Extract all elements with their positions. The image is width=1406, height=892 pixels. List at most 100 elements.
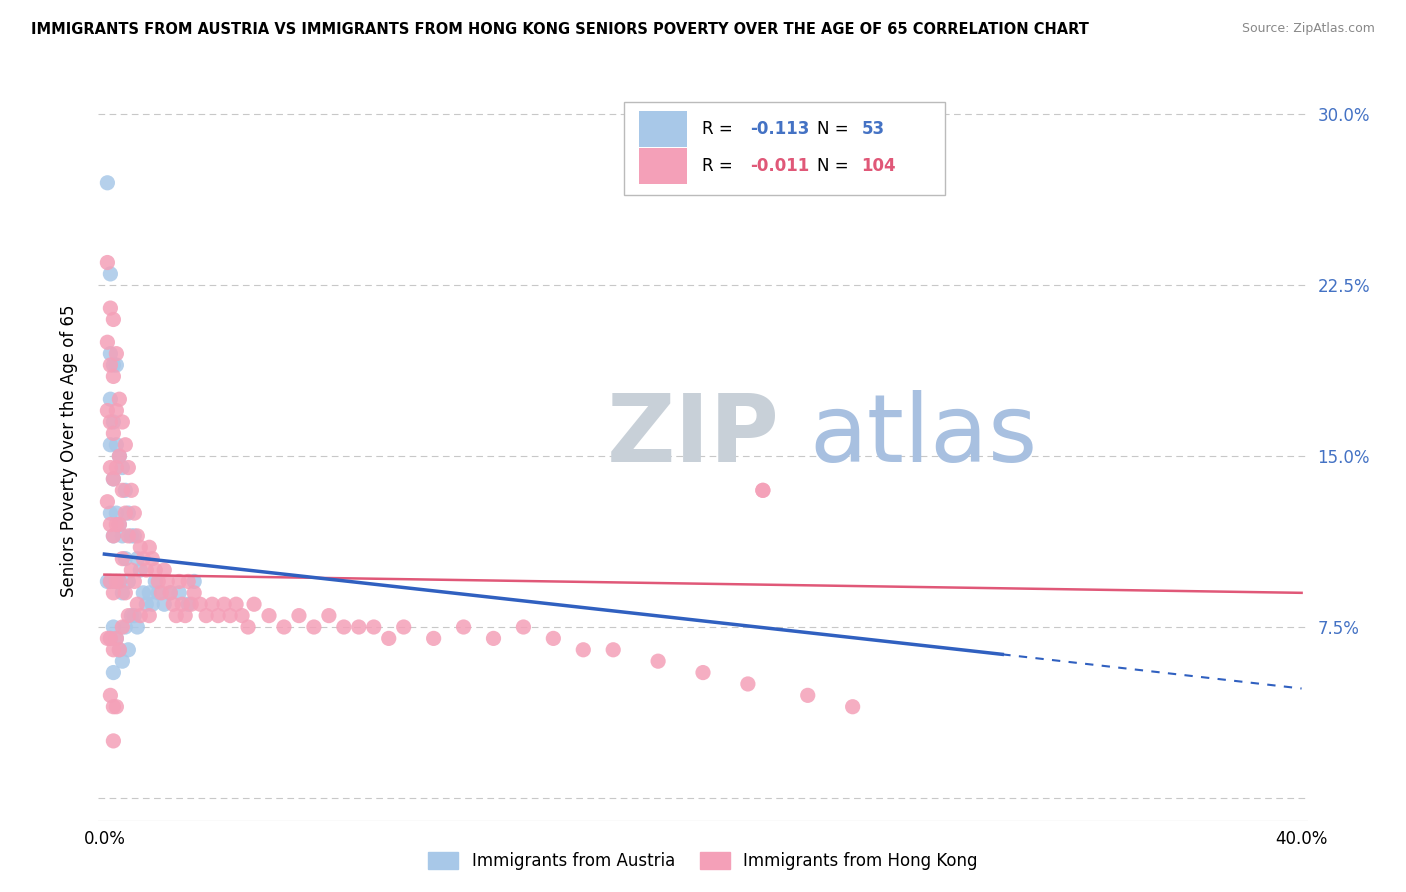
Point (105, 460, 128, 475)
Point (156, 574, 179, 589)
Point (105, 632, 128, 646)
Point (124, 506, 146, 520)
Point (114, 438, 136, 452)
Point (127, 597, 149, 611)
Point (177, 574, 200, 589)
Point (114, 483, 136, 498)
Point (482, 632, 505, 646)
Point (752, 483, 775, 498)
Text: R =: R = (702, 157, 738, 175)
Point (543, 632, 565, 646)
Text: Source: ZipAtlas.com: Source: ZipAtlas.com (1241, 22, 1375, 36)
Point (183, 586, 205, 600)
Point (422, 632, 444, 646)
Point (105, 574, 128, 589)
Point (96, 176, 118, 190)
Point (103, 586, 125, 600)
Point (108, 517, 131, 532)
Point (96, 494, 118, 508)
Text: N =: N = (817, 157, 853, 175)
Point (153, 597, 176, 611)
FancyBboxPatch shape (638, 148, 688, 184)
Point (138, 541, 160, 555)
Text: IMMIGRANTS FROM AUSTRIA VS IMMIGRANTS FROM HONG KONG SENIORS POVERTY OVER THE AG: IMMIGRANTS FROM AUSTRIA VS IMMIGRANTS FR… (31, 22, 1088, 37)
Text: ZIP: ZIP (606, 390, 779, 482)
Point (159, 586, 181, 600)
Point (167, 574, 190, 589)
Point (96, 574, 118, 589)
Point (841, 699, 863, 714)
Point (120, 608, 142, 623)
Point (105, 438, 128, 452)
Point (111, 483, 134, 498)
Point (103, 620, 125, 634)
Point (105, 358, 128, 372)
Point (103, 426, 125, 441)
Point (103, 642, 125, 657)
Point (231, 608, 253, 623)
Point (117, 506, 139, 520)
Legend: Immigrants from Austria, Immigrants from Hong Kong: Immigrants from Austria, Immigrants from… (422, 845, 984, 877)
Point (105, 632, 128, 646)
Point (117, 574, 139, 589)
FancyBboxPatch shape (624, 103, 945, 195)
Point (124, 529, 146, 543)
Point (752, 483, 775, 498)
Point (120, 483, 142, 498)
Point (288, 608, 311, 623)
Point (172, 597, 194, 611)
Point (143, 574, 166, 589)
Point (103, 312, 125, 326)
Point (148, 574, 170, 589)
Point (363, 620, 385, 634)
Point (180, 597, 202, 611)
Point (103, 472, 125, 486)
Point (103, 529, 125, 543)
FancyBboxPatch shape (638, 112, 688, 147)
Point (333, 620, 356, 634)
Point (105, 403, 128, 417)
Point (132, 586, 155, 600)
Point (207, 608, 229, 623)
Point (108, 392, 131, 407)
Point (105, 699, 128, 714)
Point (150, 586, 173, 600)
Text: -0.011: -0.011 (751, 157, 810, 175)
Point (103, 529, 125, 543)
Point (103, 665, 125, 680)
Point (647, 654, 669, 668)
Point (159, 586, 181, 600)
Point (124, 574, 146, 589)
Point (135, 563, 157, 577)
Point (100, 689, 122, 703)
Point (129, 608, 152, 623)
Point (124, 608, 146, 623)
Point (100, 438, 122, 452)
Point (111, 415, 134, 429)
Point (111, 654, 134, 668)
Point (148, 586, 170, 600)
Point (96, 403, 118, 417)
Point (201, 597, 224, 611)
Point (108, 449, 131, 463)
Point (132, 551, 155, 566)
Point (572, 642, 595, 657)
Point (377, 632, 399, 646)
Point (512, 620, 534, 634)
Point (135, 597, 157, 611)
Point (100, 301, 122, 315)
Point (236, 620, 259, 634)
Point (127, 529, 149, 543)
Point (114, 620, 136, 634)
Point (103, 472, 125, 486)
Point (737, 677, 759, 691)
Point (96, 632, 118, 646)
Point (453, 620, 475, 634)
Point (177, 597, 200, 611)
Point (243, 597, 266, 611)
Point (108, 517, 131, 532)
Point (117, 608, 139, 623)
Point (103, 358, 125, 372)
Point (100, 632, 122, 646)
Point (114, 551, 136, 566)
